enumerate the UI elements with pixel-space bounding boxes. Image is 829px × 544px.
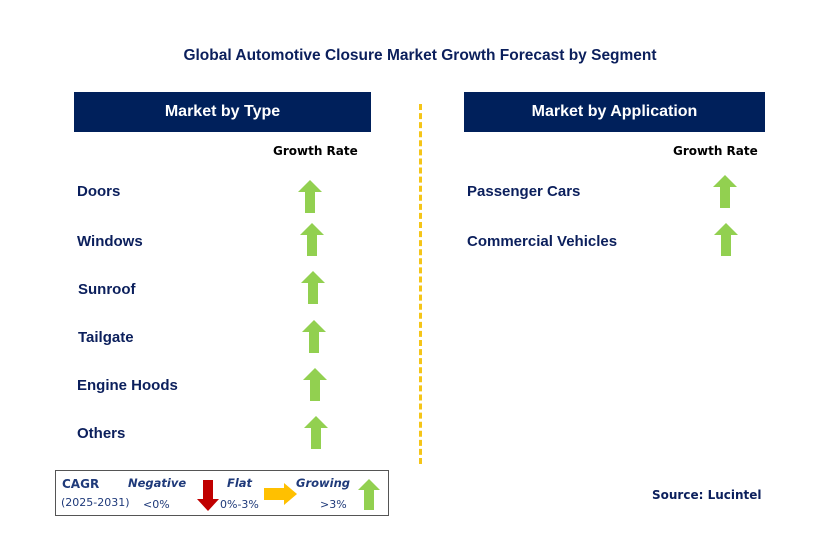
market-by-application-header: Market by Application [464, 92, 765, 132]
legend-growing-range: >3% [320, 498, 347, 511]
arrow-up-icon [302, 320, 326, 353]
arrow-up-icon [301, 271, 325, 304]
arrow-down-icon [197, 480, 219, 511]
legend-cagr-label: CAGR [62, 477, 100, 491]
type-item-windows: Windows [77, 233, 143, 250]
arrow-up-icon [713, 175, 737, 208]
legend-flat-label: Flat [227, 476, 253, 490]
arrow-right-icon [264, 483, 297, 505]
source-label: Source: Lucintel [652, 488, 762, 502]
right-growth-rate-label: Growth Rate [673, 144, 758, 158]
chart-title: Global Automotive Closure Market Growth … [183, 47, 657, 64]
arrow-up-icon [304, 416, 328, 449]
market-by-application-header-label: Market by Application [531, 103, 698, 120]
arrow-up-icon [300, 223, 324, 256]
type-item-doors: Doors [77, 183, 121, 200]
legend-negative-range: <0% [143, 498, 170, 511]
application-item-commercial-vehicles: Commercial Vehicles [467, 233, 618, 250]
legend-flat-range: 0%-3% [220, 498, 259, 511]
arrow-up-icon [303, 368, 327, 401]
type-item-tailgate: Tailgate [78, 329, 134, 346]
legend-period: (2025-2031) [61, 496, 130, 509]
panel-divider [419, 104, 422, 464]
arrow-up-icon [358, 479, 380, 510]
type-item-engine-hoods: Engine Hoods [77, 377, 178, 394]
left-growth-rate-label: Growth Rate [273, 144, 358, 158]
market-by-type-header-label: Market by Type [164, 103, 281, 120]
legend-growing-label: Growing [296, 476, 350, 490]
application-item-passenger-cars: Passenger Cars [467, 183, 581, 200]
type-item-sunroof: Sunroof [78, 281, 136, 298]
type-item-others: Others [77, 425, 126, 442]
arrow-up-icon [298, 180, 322, 213]
arrow-up-icon [714, 223, 738, 256]
market-by-type-header: Market by Type [74, 92, 371, 132]
legend-negative-label: Negative [128, 476, 187, 490]
cagr-legend: CAGR (2025-2031) Negative <0% Flat 0%-3%… [55, 470, 389, 516]
